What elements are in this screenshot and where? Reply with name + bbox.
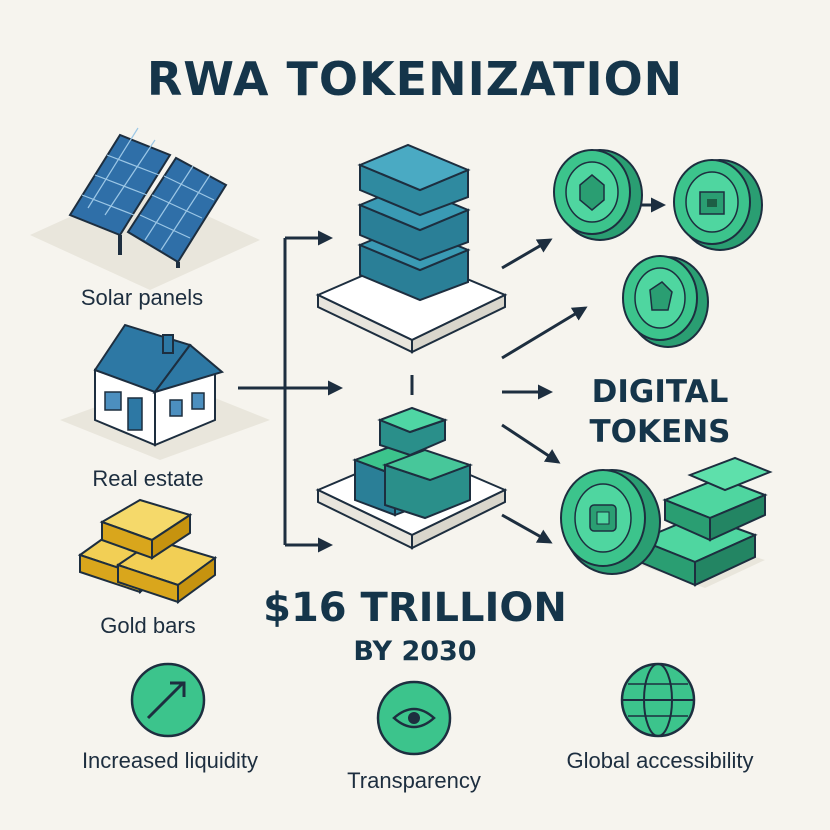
output-arrows: [501, 197, 666, 544]
market-size-year: BY 2030: [353, 636, 477, 667]
digital-tokens-label: DIGITAL TOKENS: [560, 372, 760, 452]
growth-chart-icon: [130, 662, 206, 738]
solar-panels-label: Solar panels: [80, 285, 204, 310]
gold-bars-icon: [77, 498, 218, 604]
asset-bracket: [238, 230, 343, 553]
global-accessibility-label: Global accessibility: [566, 748, 754, 773]
token-stack: [560, 456, 773, 588]
digital-tokens-line-1: DIGITAL: [591, 374, 729, 410]
real-estate-label: Real estate: [92, 466, 204, 491]
house-icon: [60, 323, 270, 460]
token-coin-2: [673, 159, 763, 251]
token-coin-1: [553, 149, 643, 241]
blockchain-stack-icon: [315, 143, 508, 354]
gold-bars-label: Gold bars: [100, 613, 196, 638]
liquidity-label: Increased liquidity: [81, 748, 259, 773]
globe-icon: [620, 662, 696, 738]
market-size-stat: $16 TRILLION: [263, 585, 567, 631]
token-blocks-icon: [315, 406, 508, 550]
solar-panel-icon: [30, 127, 260, 290]
token-coin-3: [622, 255, 709, 348]
eye-icon: [376, 680, 452, 756]
page-title: RWA TOKENIZATION: [146, 52, 684, 106]
transparency-label: Transparency: [347, 768, 481, 793]
digital-tokens-line-2: TOKENS: [589, 414, 731, 450]
